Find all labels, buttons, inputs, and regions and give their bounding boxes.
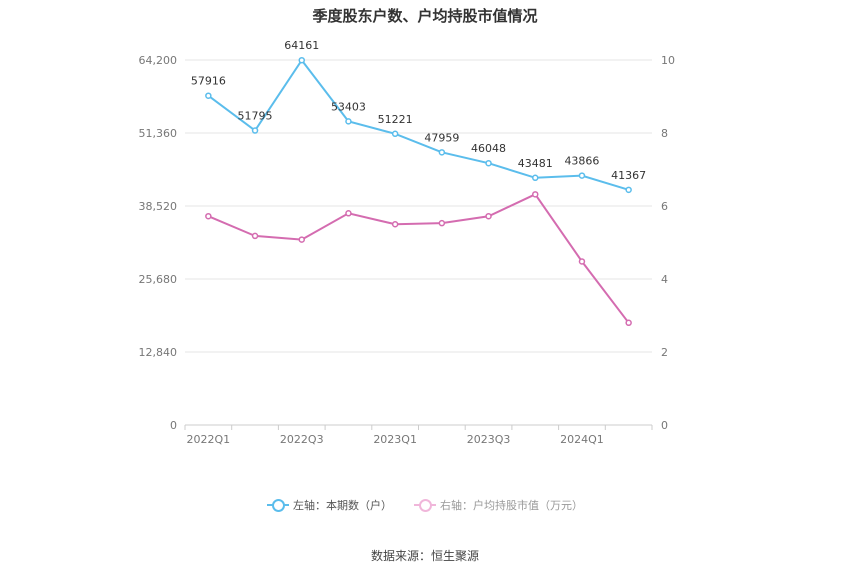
series-line-left [207,58,629,191]
data-point-right [532,191,539,198]
data-label: 41367 [611,169,646,182]
data-label: 51795 [238,110,273,123]
data-point-left [438,149,446,156]
right-axis-tick-label: 10 [661,54,675,67]
data-point-left [532,174,539,182]
data-label: 57916 [191,75,226,88]
right-axis-tick-label: 8 [661,127,668,140]
chart-title: 季度股东户数、户均持股市值情况 [312,7,538,25]
x-axis-tick-label: 2023Q1 [373,433,417,446]
right-axis-tick-label: 2 [661,346,668,359]
legend-label-right: 右轴：户均持股市值（万元） [440,499,583,512]
legend-label-left: 左轴：本期数（户） [293,499,392,512]
data-label: 64161 [284,39,319,52]
data-point-right [391,221,399,228]
left-axis-tick-label: 12,840 [139,346,178,359]
right-axis-tick-label: 6 [661,200,668,213]
data-label: 51221 [378,113,413,126]
data-point-right [298,236,305,243]
data-label: 46048 [471,142,506,155]
left-axis-tick-label: 51,360 [139,127,178,140]
data-point-left [251,127,259,134]
data-point-right [485,212,492,220]
data-point-left [625,186,632,194]
data-point-left [485,159,492,167]
left-axis-tick-label: 25,680 [139,273,178,286]
data-point-left [345,118,352,125]
left-axis-tick-label: 0 [170,419,177,432]
x-axis-tick-label: 2022Q3 [280,433,324,446]
data-point-left [298,56,305,64]
series-line-right [207,193,630,324]
legend-marker-right-icon [414,499,436,512]
data-label: 43866 [564,155,599,168]
data-label: 47959 [424,131,459,144]
data-point-left [391,130,399,138]
x-axis-tick-label: 2023Q3 [467,433,511,446]
data-point-right [438,219,446,227]
data-point-left [578,172,586,179]
left-axis-tick-label: 38,520 [139,200,178,213]
legend-marker-left-icon [267,499,289,512]
left-axis-tick-label: 64,200 [139,54,178,67]
data-point-right [578,258,586,265]
data-label: 43481 [518,157,553,170]
right-axis-tick-label: 0 [661,419,668,432]
data-source: 数据来源：恒生聚源 [370,549,479,563]
data-point-right [625,319,632,327]
legend-item-right-series[interactable]: 右轴：户均持股市值（万元） [414,497,583,513]
data-point-right [345,210,352,217]
data-point-right [251,232,259,240]
right-axis-tick-label: 4 [661,273,668,286]
data-point-left [205,92,212,99]
chart-legend: 左轴：本期数（户） 右轴：户均持股市值（万元） [0,497,850,513]
x-axis-tick-label: 2022Q1 [187,433,231,446]
x-axis-tick-label: 2024Q1 [560,433,604,446]
data-point-right [205,212,212,220]
legend-item-left-series[interactable]: 左轴：本期数（户） [267,497,392,513]
data-label: 53403 [331,100,366,113]
